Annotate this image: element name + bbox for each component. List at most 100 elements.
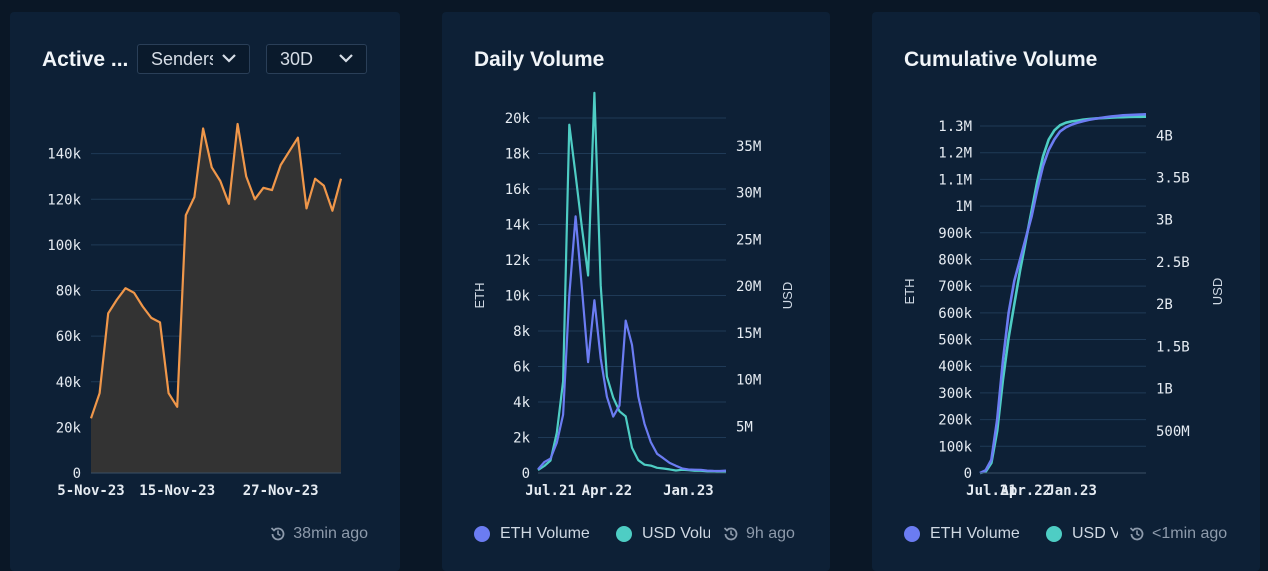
series-area: [91, 124, 341, 473]
y-left-tick-label: 20k: [505, 111, 531, 127]
y-right-tick-label: 1.5B: [1156, 339, 1190, 355]
y-left-tick-label: 16k: [505, 182, 531, 198]
y-left-tick-label: 100k: [938, 439, 972, 455]
daily-volume-card: Daily Volume 0 2k 4k 6k 8k 10k 12k 14k 16k 18k 20k…: [442, 12, 830, 571]
y-left-tick-label: 1M: [955, 199, 972, 215]
y-tick-label: 140k: [47, 147, 81, 163]
y-tick-label: 40k: [56, 375, 82, 391]
series-eth-line: [537, 215, 727, 473]
legend-eth-swatch: [904, 526, 920, 542]
y-left-tick-label: 300k: [938, 386, 972, 402]
chevron-down-icon: [222, 54, 236, 63]
legend-usd-label: USD Volume: [642, 525, 710, 542]
y-right-tick-label: 30M: [736, 186, 761, 202]
series-eth-line: [979, 113, 1147, 475]
active-senders-card: Active ... Senders 30D 0 20k 40k 60k 80k 100k…: [10, 12, 400, 571]
legend-usd[interactable]: USD Volume: [616, 525, 710, 543]
legend-eth[interactable]: ETH Volume: [904, 525, 1020, 543]
last-updated-text: 38min ago: [293, 525, 368, 542]
y-left-tick-label: 1.2M: [938, 146, 972, 162]
x-tick-label: 27-Nov-23: [243, 483, 319, 499]
y-right-tick-label: 3.5B: [1156, 171, 1190, 187]
cumulative-volume-chart: 0 100k 200k 300k 400k 500k 600k 700k 800k 900k 1M 1…: [902, 113, 1225, 499]
y-right-axis-label: USD: [1210, 278, 1225, 305]
y-left-tick-label: 1.1M: [938, 172, 972, 188]
y-tick-label: 20k: [56, 420, 82, 436]
legend-eth-label: ETH Volume: [930, 525, 1020, 542]
y-right-tick-label: 15M: [736, 326, 761, 342]
range-select[interactable]: 30D: [266, 44, 367, 74]
y-left-tick-label: 1.3M: [938, 119, 972, 135]
sender-select-value: Senders: [151, 48, 213, 69]
y-left-tick-label: 8k: [513, 324, 530, 340]
y-tick-label: 80k: [56, 284, 82, 300]
x-tick-label: Apr.22: [1001, 483, 1052, 499]
legend-eth-swatch: [474, 526, 490, 542]
series-usd-line: [537, 91, 727, 473]
y-left-tick-label: 14k: [505, 218, 531, 234]
y-right-tick-label: 35M: [736, 139, 761, 155]
x-tick-label: Jul.21: [525, 483, 576, 499]
legend-eth[interactable]: ETH Volume: [474, 525, 590, 543]
chart-title: Daily Volume: [474, 48, 605, 71]
y-right-tick-label: 4B: [1156, 128, 1173, 144]
y-left-tick-label: 6k: [513, 360, 530, 376]
last-updated-text: 9h ago: [746, 525, 795, 542]
y-right-tick-label: 1B: [1156, 382, 1173, 398]
legend-eth-label: ETH Volume: [500, 525, 590, 542]
active-senders-chart: 0 20k 40k 60k 80k 100k 120k 140k 5-Nov-23 15-Nov-…: [47, 122, 343, 499]
last-updated: 9h ago: [722, 525, 795, 543]
legend-usd-swatch: [1046, 526, 1062, 542]
y-right-tick-label: 2.5B: [1156, 255, 1190, 271]
y-right-tick-label: 2B: [1156, 297, 1173, 313]
y-tick-label: 60k: [56, 329, 82, 345]
last-updated: <1min ago: [1128, 525, 1227, 543]
y-left-tick-label: 700k: [938, 279, 972, 295]
x-tick-label: Apr.22: [582, 483, 633, 499]
y-left-tick-label: 18k: [505, 147, 531, 163]
last-updated: 38min ago: [269, 525, 368, 543]
y-left-tick-label: 2k: [513, 431, 530, 447]
series-line: [89, 122, 343, 419]
y-left-tick-label: 600k: [938, 306, 972, 322]
y-left-tick-label: 10k: [505, 289, 531, 305]
y-left-tick-label: 12k: [505, 253, 531, 269]
x-tick-label: 5-Nov-23: [57, 483, 124, 499]
series-usd-line: [979, 115, 1147, 475]
y-right-tick-label: 20M: [736, 279, 761, 295]
last-updated-text: <1min ago: [1152, 525, 1228, 542]
y-left-tick-label: 800k: [938, 252, 972, 268]
chart-title: Cumulative Volume: [904, 48, 1098, 71]
y-right-tick-label: 500M: [1156, 424, 1190, 440]
refresh-clock-icon: [271, 527, 285, 541]
y-left-tick-label: 4k: [513, 395, 530, 411]
cumulative-volume-card: Cumulative Volume 0 100k 200k 300k 400k 500k 6…: [872, 12, 1260, 571]
chevron-down-icon: [339, 54, 353, 63]
y-left-tick-label: 400k: [938, 359, 972, 375]
x-tick-label: Jan.23: [1046, 483, 1097, 499]
y-left-tick-label: 0: [522, 466, 530, 482]
y-left-tick-label: 500k: [938, 333, 972, 349]
x-tick-label: Jul.21: [966, 483, 1017, 499]
y-right-axis-label: USD: [780, 282, 795, 309]
sender-select[interactable]: Senders: [137, 44, 250, 74]
y-left-axis-label: ETH: [902, 279, 917, 305]
range-select-value: 30D: [280, 48, 314, 69]
y-tick-label: 100k: [47, 238, 81, 254]
refresh-clock-icon: [723, 527, 738, 541]
daily-volume-chart: 0 2k 4k 6k 8k 10k 12k 14k 16k 18k 20k 5M 10M 15M 20M 25…: [472, 91, 795, 499]
y-right-tick-label: 5M: [736, 419, 753, 435]
legend-usd[interactable]: USD Volume: [1046, 525, 1118, 543]
y-right-tick-label: 25M: [736, 232, 761, 248]
y-tick-label: 0: [73, 466, 81, 482]
x-tick-label: Jan.23: [663, 483, 714, 499]
y-left-axis-label: ETH: [472, 283, 487, 309]
y-tick-label: 120k: [47, 192, 81, 208]
y-right-tick-label: 3B: [1156, 213, 1173, 229]
y-left-tick-label: 900k: [938, 226, 972, 242]
refresh-clock-icon: [1129, 527, 1144, 541]
y-right-tick-label: 10M: [736, 373, 761, 389]
y-left-tick-label: 200k: [938, 413, 972, 429]
x-tick-label: 15-Nov-23: [139, 483, 215, 499]
y-left-tick-label: 0: [964, 466, 972, 482]
